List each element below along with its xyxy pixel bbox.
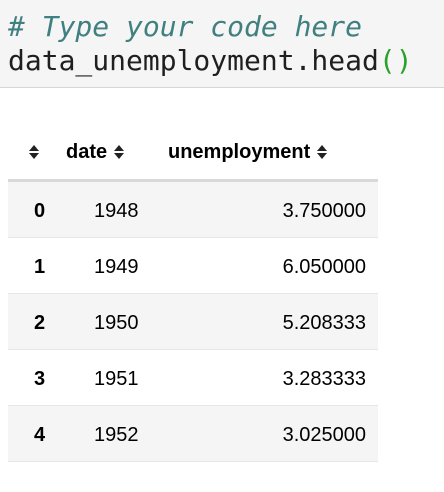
row-index: 2 bbox=[34, 312, 46, 334]
code-comment: # Type your code here bbox=[8, 10, 363, 43]
sort-icon[interactable] bbox=[28, 144, 40, 159]
row-index: 1 bbox=[34, 256, 46, 278]
row-index: 4 bbox=[34, 424, 46, 446]
column-header-unemployment-label: unemployment bbox=[168, 141, 311, 163]
sort-icon[interactable] bbox=[113, 144, 125, 159]
table-row: 3 1951 3.283333 bbox=[8, 350, 378, 406]
column-header-date-label: date bbox=[66, 141, 108, 163]
row-index: 3 bbox=[34, 368, 46, 390]
column-header-unemployment[interactable]: unemployment bbox=[168, 141, 328, 164]
dataframe-output-table: date unemployment 0 1948 3.750000 1 1949… bbox=[8, 126, 378, 462]
unemployment-cell: 6.050000 bbox=[282, 256, 366, 278]
unemployment-cell: 3.283333 bbox=[282, 368, 366, 390]
sort-icon[interactable] bbox=[316, 144, 328, 159]
code-call-text: data_unemployment.head bbox=[8, 44, 379, 77]
table-row: 0 1948 3.750000 bbox=[8, 182, 378, 238]
code-input-cell[interactable]: # Type your code here data_unemployment.… bbox=[0, 0, 444, 88]
table-row: 1 1949 6.050000 bbox=[8, 238, 378, 294]
column-header-date[interactable]: date bbox=[66, 141, 125, 164]
table-row: 4 1952 3.025000 bbox=[8, 406, 378, 462]
date-cell: 1952 bbox=[94, 424, 139, 446]
code-parens: () bbox=[378, 44, 413, 77]
unemployment-cell: 3.025000 bbox=[282, 424, 366, 446]
code-statement: data_unemployment.head() bbox=[8, 44, 413, 78]
date-cell: 1951 bbox=[94, 368, 139, 390]
date-cell: 1950 bbox=[94, 312, 139, 334]
unemployment-cell: 5.208333 bbox=[282, 312, 366, 334]
table-header: date unemployment bbox=[8, 126, 378, 182]
date-cell: 1949 bbox=[94, 256, 139, 278]
column-header-index[interactable] bbox=[28, 141, 40, 164]
unemployment-cell: 3.750000 bbox=[282, 200, 366, 222]
row-index: 0 bbox=[34, 200, 46, 222]
table-row: 2 1950 5.208333 bbox=[8, 294, 378, 350]
date-cell: 1948 bbox=[94, 200, 139, 222]
